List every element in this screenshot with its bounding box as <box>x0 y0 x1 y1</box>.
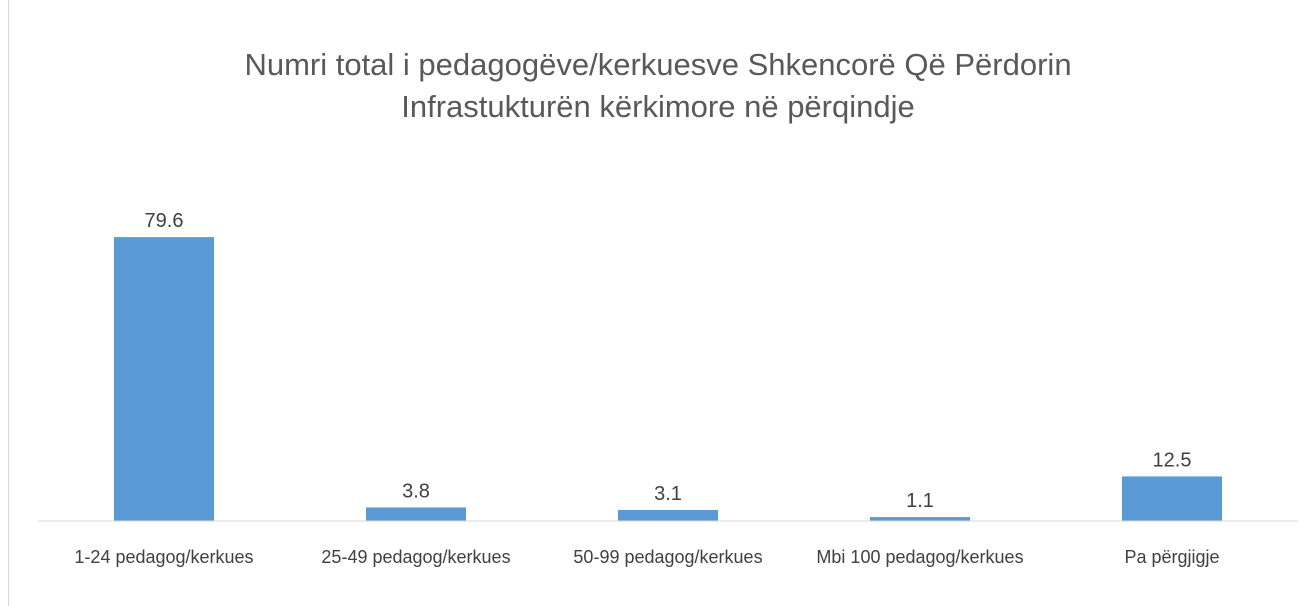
bar <box>870 517 970 521</box>
data-label: 3.8 <box>402 480 430 502</box>
bar <box>114 237 214 522</box>
bar <box>366 507 466 521</box>
x-tick-label: 50-99 pedagog/kerkues <box>573 547 763 567</box>
data-label: 3.1 <box>654 483 682 505</box>
bar <box>1122 476 1222 521</box>
chart-border <box>8 0 9 606</box>
data-label: 1.1 <box>906 490 934 512</box>
x-tick-label: 25-49 pedagog/kerkues <box>321 547 511 567</box>
chart-title: Numri total i pedagogëve/kerkuesve Shken… <box>244 47 1072 124</box>
data-label: 12.5 <box>1153 449 1192 471</box>
x-tick-label: Pa përgjigje <box>1124 547 1220 567</box>
data-label: 79.6 <box>145 210 184 232</box>
x-tick-label: 1-24 pedagog/kerkues <box>74 547 254 567</box>
x-tick-label: Mbi 100 pedagog/kerkues <box>816 547 1024 567</box>
bar <box>618 509 718 521</box>
